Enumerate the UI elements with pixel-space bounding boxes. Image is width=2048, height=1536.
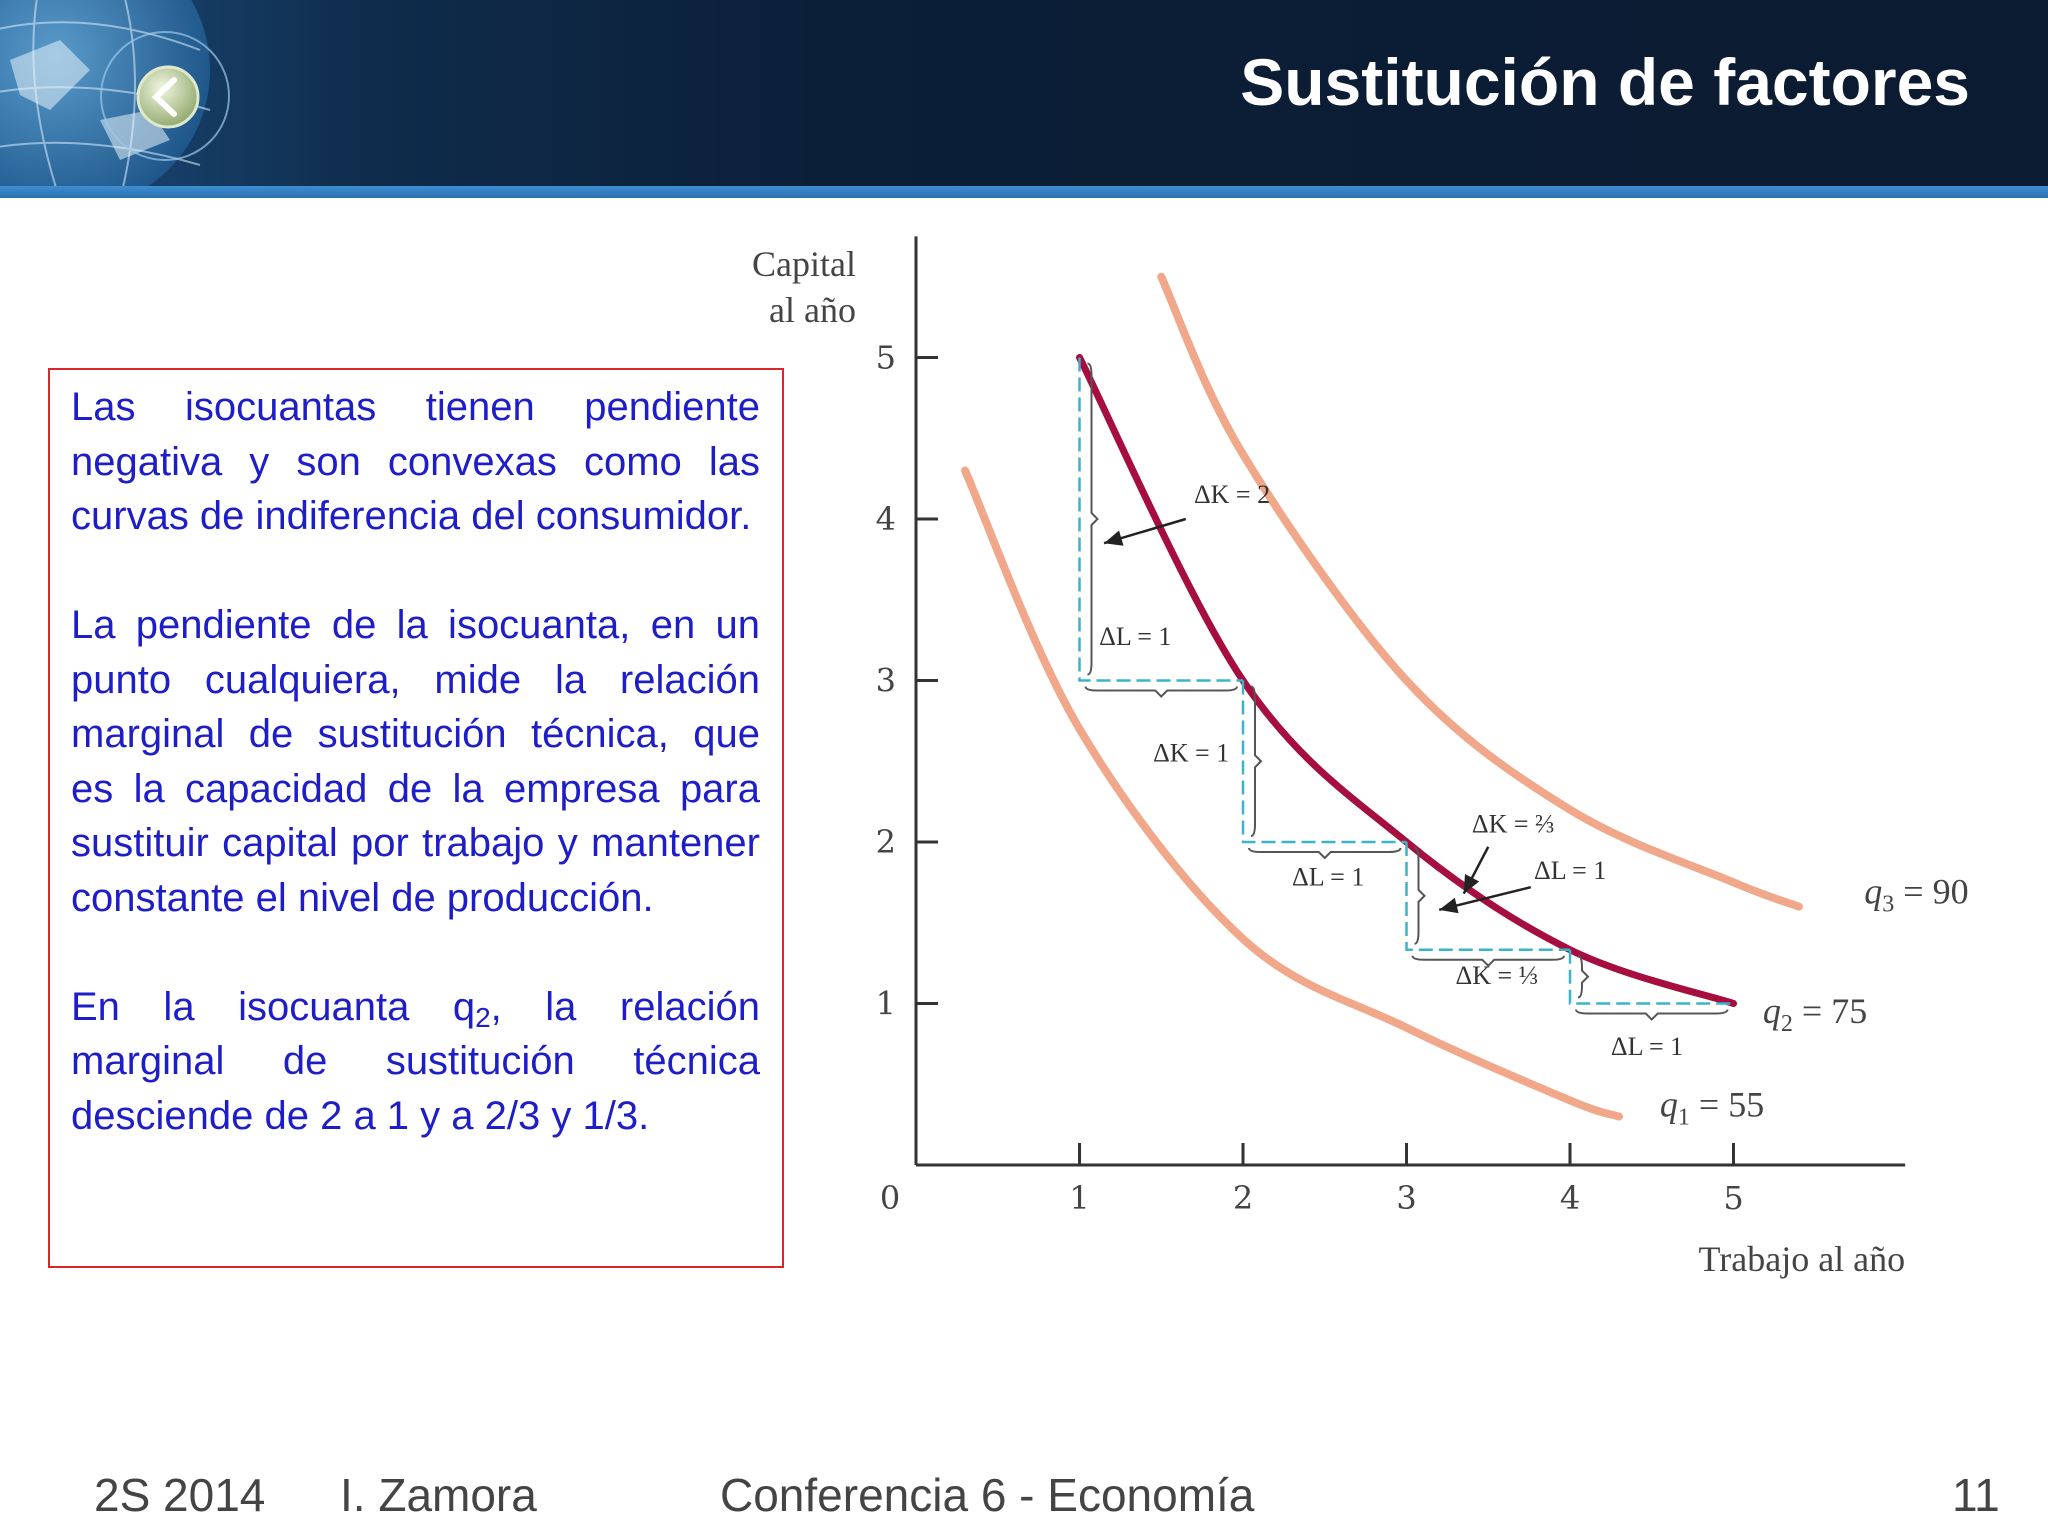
isoquant-chart: 0 1 2 3 4 5 1 2 3 4 5 Trabajo al año Capital al año q… [752,236,1969,1279]
header-accent-strip [0,186,2048,198]
x-tick-label-1: 1 [1069,1179,1089,1217]
brace-vertical-3 [1414,847,1426,945]
brace-horizontal-1 [1084,686,1238,698]
footer-course: Conferencia 6 - Economía [720,1469,1255,1521]
y-tick-label-1: 1 [876,985,896,1023]
footer-page-number: 11 [1952,1469,2000,1521]
y-axis-label-line-1: Capital [752,244,856,284]
annotation-2: ΔL = 1 [1099,622,1171,651]
paragraph-2: La pendiente de la isocuanta, en un punt… [71,603,760,920]
series-label-q1: q1 = 55 [1660,1085,1764,1131]
y-tick-label-3: 3 [876,662,896,700]
footer: 2S 2014 I. Zamora Conferencia 6 - Econom… [0,1468,2048,1528]
x-tick-label-4: 4 [1560,1179,1580,1217]
x-tick-label-0: 0 [880,1179,900,1217]
series-label-q2: q2 = 75 [1763,991,1867,1037]
step-segment-1 [1078,357,1243,682]
curves-layer [961,272,1803,1121]
annotation-4: ΔL = 1 [1292,863,1364,892]
footer-semester: 2S 2014 [94,1469,266,1521]
brace-horizontal-4 [1575,1009,1729,1021]
paragraph-3-start: En la isocuanta q [71,984,476,1029]
y-tick-label-4: 4 [876,500,896,538]
annotation-5: ΔK = ⅔ [1472,809,1555,838]
step-segment-3 [1405,842,1570,951]
brace-vertical-1 [1087,362,1099,676]
steps-layer [1078,357,1734,1021]
annotation-8: ΔL = 1 [1611,1032,1683,1061]
header-bar [0,0,2048,186]
labels-layer: Trabajo al año Capital al año q1 = 55 q2 = 7… [752,244,1969,1279]
annotation-7: ΔK = ⅓ [1456,961,1539,990]
x-tick-label-3: 3 [1396,1179,1416,1217]
step-segment-4 [1568,949,1734,1005]
isoquant-curve-q2 [1076,354,1737,1007]
annotation-1: ΔK = 2 [1194,480,1270,509]
isoquant-curve-q3 [1157,272,1803,911]
annotation-arrow-head-2 [1463,874,1480,894]
annotation-6: ΔL = 1 [1534,856,1606,885]
brace-horizontal-3 [1411,955,1565,968]
back-arrow-icon[interactable] [128,62,208,132]
isoquant-curve-q1 [961,466,1624,1121]
paragraph-1: Las isocuantas tienen pendiente negativa… [71,385,760,538]
x-tick-label-5: 5 [1723,1179,1743,1217]
explanation-textbox: Las isocuantas tienen pendiente negativa… [48,368,784,1268]
y-tick-label-5: 5 [876,339,896,377]
globe-logo-icon [0,0,230,186]
x-tick-label-2: 2 [1233,1179,1253,1217]
slide-title: Sustitución de factores [1240,45,1970,119]
series-label-q3: q3 = 90 [1864,871,1968,917]
annotation-arrow-head-1 [1104,530,1124,546]
step-segment-2 [1241,680,1407,844]
y-tick-label-2: 2 [876,823,896,861]
annotation-3: ΔK = 1 [1153,738,1229,767]
annotation-arrow-head-3 [1439,897,1459,914]
axes-layer: 0 1 2 3 4 5 1 2 3 4 5 [876,236,1906,1217]
footer-author: I. Zamora [340,1469,537,1521]
brace-horizontal-2 [1248,847,1402,860]
y-axis-label-line-2: al año [769,290,856,330]
brace-vertical-4 [1577,954,1590,999]
paragraph-3-end: , la relación marginal de sustitución té… [71,984,761,1138]
x-axis-label: Trabajo al año [1699,1239,1906,1279]
paragraph-3-subscript: 2 [475,1001,491,1033]
paragraph-3: En la isocuanta q2, la relación marginal… [71,980,760,1144]
brace-vertical-2 [1250,685,1263,837]
